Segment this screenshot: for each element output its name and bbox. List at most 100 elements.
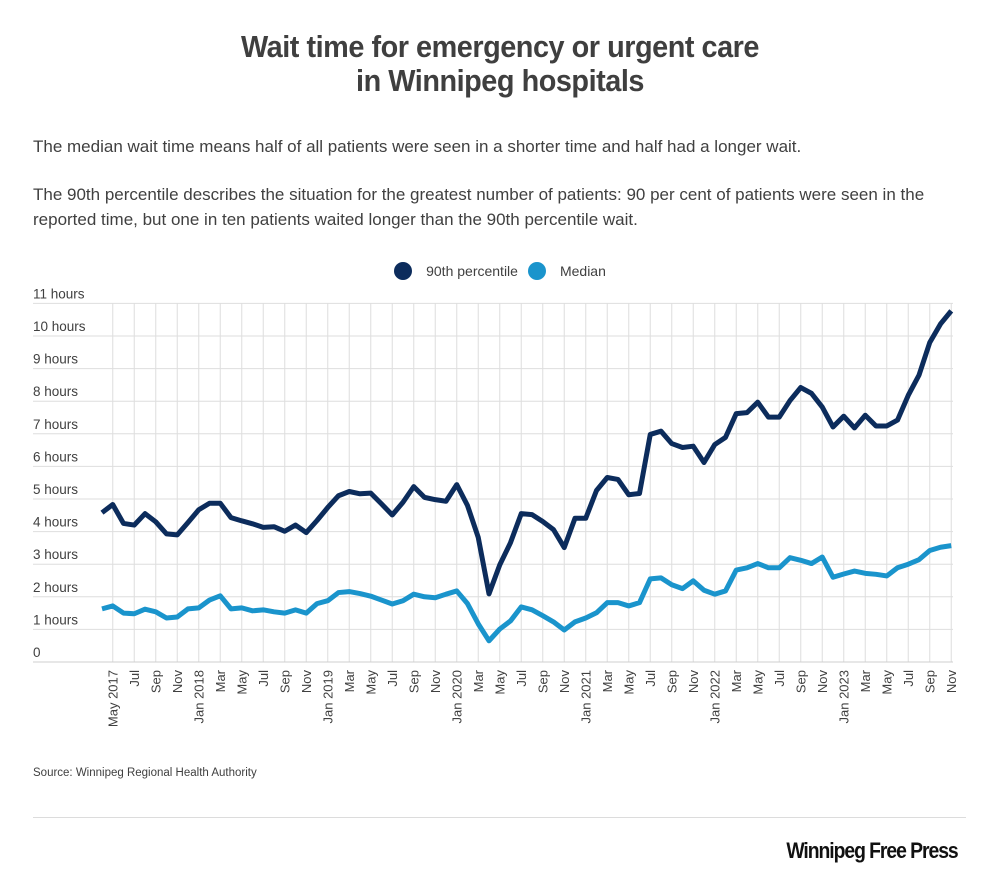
data-point[interactable]	[680, 444, 686, 450]
data-point[interactable]	[454, 482, 460, 488]
data-point[interactable]	[819, 554, 825, 560]
data-point[interactable]	[830, 574, 836, 580]
data-point[interactable]	[196, 605, 202, 611]
data-point[interactable]	[594, 488, 600, 494]
data-point[interactable]	[400, 499, 406, 505]
data-point[interactable]	[207, 500, 213, 506]
data-point[interactable]	[895, 565, 901, 571]
data-point[interactable]	[787, 398, 793, 404]
data-point[interactable]	[841, 571, 847, 577]
data-point[interactable]	[239, 518, 245, 524]
data-point[interactable]	[766, 414, 772, 420]
data-point[interactable]	[852, 425, 858, 431]
data-point[interactable]	[271, 609, 277, 615]
data-point[interactable]	[583, 615, 589, 621]
data-point[interactable]	[379, 501, 385, 507]
data-point[interactable]	[389, 601, 395, 607]
data-point[interactable]	[282, 610, 288, 616]
data-point[interactable]	[701, 459, 707, 465]
data-point[interactable]	[389, 512, 395, 518]
data-point[interactable]	[787, 555, 793, 561]
data-point[interactable]	[508, 540, 514, 546]
data-point[interactable]	[518, 604, 524, 610]
data-point[interactable]	[647, 431, 653, 437]
data-point[interactable]	[497, 562, 503, 568]
data-point[interactable]	[207, 597, 213, 603]
data-point[interactable]	[475, 621, 481, 627]
data-point[interactable]	[153, 609, 159, 615]
data-point[interactable]	[454, 588, 460, 594]
data-point[interactable]	[604, 474, 610, 480]
data-point[interactable]	[723, 434, 729, 440]
data-point[interactable]	[873, 423, 879, 429]
data-point[interactable]	[841, 413, 847, 419]
data-point[interactable]	[615, 600, 621, 606]
data-point[interactable]	[905, 392, 911, 398]
data-point[interactable]	[314, 518, 320, 524]
data-point[interactable]	[637, 490, 643, 496]
data-point[interactable]	[905, 561, 911, 567]
data-point[interactable]	[282, 528, 288, 534]
data-point[interactable]	[658, 428, 664, 434]
data-point[interactable]	[239, 605, 245, 611]
data-point[interactable]	[938, 544, 944, 550]
data-point[interactable]	[798, 557, 804, 563]
data-point[interactable]	[948, 543, 954, 549]
data-point[interactable]	[604, 600, 610, 606]
data-point[interactable]	[250, 608, 256, 614]
data-point[interactable]	[852, 568, 858, 574]
data-point[interactable]	[110, 603, 116, 609]
data-point[interactable]	[927, 548, 933, 554]
data-point[interactable]	[927, 340, 933, 346]
data-point[interactable]	[776, 565, 782, 571]
data-point[interactable]	[615, 476, 621, 482]
data-point[interactable]	[486, 591, 492, 597]
data-point[interactable]	[443, 591, 449, 597]
data-point[interactable]	[819, 404, 825, 410]
data-point[interactable]	[658, 575, 664, 581]
data-point[interactable]	[884, 423, 890, 429]
data-point[interactable]	[540, 613, 546, 619]
data-point[interactable]	[368, 593, 374, 599]
data-point[interactable]	[755, 561, 761, 567]
data-point[interactable]	[432, 595, 438, 601]
data-point[interactable]	[809, 390, 815, 396]
data-point[interactable]	[637, 600, 643, 606]
data-point[interactable]	[217, 593, 223, 599]
data-point[interactable]	[572, 619, 578, 625]
data-point[interactable]	[776, 414, 782, 420]
data-point[interactable]	[873, 571, 879, 577]
data-point[interactable]	[325, 504, 331, 510]
data-point[interactable]	[368, 490, 374, 496]
data-point[interactable]	[131, 611, 137, 617]
data-point[interactable]	[948, 308, 954, 314]
data-point[interactable]	[647, 576, 653, 582]
data-point[interactable]	[217, 500, 223, 506]
data-point[interactable]	[357, 591, 363, 597]
data-point[interactable]	[422, 594, 428, 600]
data-point[interactable]	[465, 601, 471, 607]
data-point[interactable]	[432, 497, 438, 503]
data-point[interactable]	[174, 532, 180, 538]
data-point[interactable]	[325, 598, 331, 604]
data-point[interactable]	[798, 385, 804, 391]
data-point[interactable]	[465, 503, 471, 509]
data-point[interactable]	[121, 610, 127, 616]
data-point[interactable]	[884, 573, 890, 579]
data-point[interactable]	[572, 515, 578, 521]
data-point[interactable]	[583, 515, 589, 521]
data-point[interactable]	[357, 491, 363, 497]
data-point[interactable]	[379, 597, 385, 603]
legend-item-90th-percentile[interactable]: 90th percentile	[394, 262, 518, 280]
data-point[interactable]	[293, 522, 299, 528]
data-point[interactable]	[228, 515, 234, 521]
data-point[interactable]	[862, 412, 868, 418]
data-point[interactable]	[766, 565, 772, 571]
data-point[interactable]	[121, 520, 127, 526]
data-point[interactable]	[228, 606, 234, 612]
data-point[interactable]	[862, 570, 868, 576]
data-point[interactable]	[250, 521, 256, 527]
data-point[interactable]	[508, 618, 514, 624]
data-point[interactable]	[411, 591, 417, 597]
data-point[interactable]	[594, 610, 600, 616]
